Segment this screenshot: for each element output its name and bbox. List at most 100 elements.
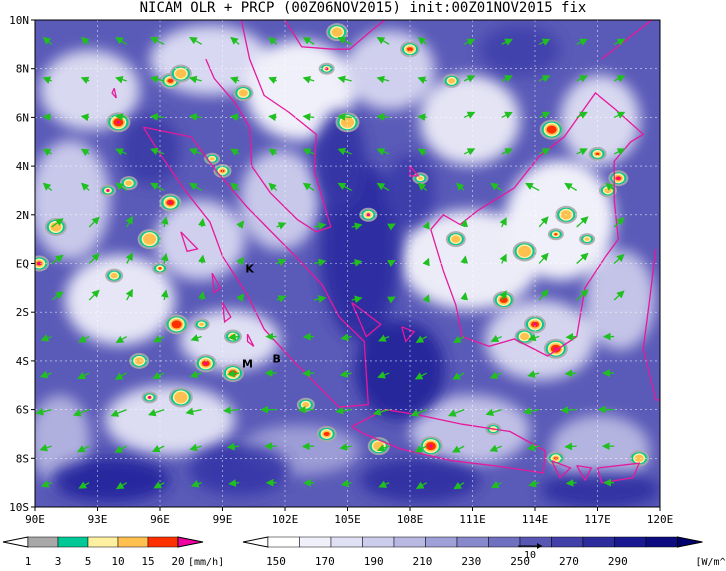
wind-arrow [526, 443, 540, 452]
y-tick-label: 2N [16, 209, 29, 222]
wind-arrow [376, 444, 390, 452]
wind-arrow [302, 182, 315, 191]
precip-cell [134, 357, 144, 365]
wind-arrow [188, 113, 202, 121]
precip-cell [110, 273, 118, 279]
wind-arrow [39, 370, 52, 379]
wind-arrow [340, 479, 352, 488]
wind-arrow [422, 257, 430, 267]
wind-arrow [185, 407, 202, 416]
wind-arrow [160, 216, 169, 228]
precip-colorbar-tick: 15 [141, 555, 154, 568]
precip-cell [174, 391, 188, 403]
y-tick-label: 2S [16, 306, 29, 319]
wind-arrow [522, 407, 540, 415]
wind-arrow [302, 75, 315, 84]
olr-colorbar-swatch [330, 536, 363, 548]
wind-arrow [88, 289, 100, 301]
wind-arrow [77, 372, 90, 380]
wind-arrow [80, 113, 90, 122]
wind-arrow [372, 408, 390, 416]
wind-arrow [576, 75, 588, 83]
wind-arrow [42, 36, 53, 45]
wind-arrow [410, 408, 427, 417]
olr-colorbar-swatch [645, 536, 678, 548]
wind-arrow [501, 38, 513, 46]
wind-arrow [115, 182, 128, 191]
wind-arrow [236, 293, 245, 302]
wind-arrow [149, 75, 165, 84]
wind-arrow [268, 36, 278, 45]
wind-arrow [76, 445, 90, 453]
wind-arrow [335, 406, 352, 415]
wind-arrow [40, 334, 52, 342]
precip-colorbar-swatch [147, 536, 179, 548]
y-tick-label: 4S [16, 355, 29, 368]
wind-arrow [453, 335, 465, 344]
wind-arrow [236, 220, 245, 229]
precip-cell [106, 188, 110, 192]
precip-colorbar-tick: 3 [55, 555, 62, 568]
station-markers: K M B [242, 262, 281, 370]
coastline-segment [284, 20, 386, 50]
wind-arrow [564, 442, 577, 451]
wind-arrow [538, 252, 549, 264]
wind-arrow [314, 258, 327, 267]
olr-colorbar-tick: 290 [608, 555, 628, 568]
coastline-segment [142, 126, 369, 408]
wind-arrow [538, 216, 549, 228]
olr-colorbar-tick: 170 [315, 555, 335, 568]
wind-arrow [376, 113, 390, 121]
wind-arrow [42, 148, 52, 156]
precip-cell [451, 235, 461, 243]
precip-cell [143, 233, 157, 245]
wind-arrow [460, 292, 469, 301]
wind-arrow [198, 291, 206, 301]
wind-arrow [190, 480, 202, 488]
wind-arrow [189, 370, 202, 379]
precip-cell [168, 201, 172, 205]
wind-arrow [125, 288, 133, 301]
wind-arrow [40, 480, 52, 488]
precip-cell [407, 47, 413, 52]
coastline-segment [430, 92, 645, 357]
wind-arrow [268, 148, 278, 157]
wind-arrow [576, 38, 588, 46]
wind-arrow [115, 113, 127, 121]
wind-arrow [114, 372, 127, 380]
wind-arrow [42, 76, 52, 84]
y-tick-label: 10S [9, 501, 29, 514]
wind-arrow [387, 296, 396, 304]
precip-colorbar-swatch [27, 536, 59, 548]
olr-colorbar-swatch [614, 536, 647, 548]
wind-arrow [499, 217, 507, 228]
wind-arrow [88, 216, 100, 228]
wind-arrow [337, 36, 352, 45]
marker-k: K [245, 262, 254, 275]
precip-cell [429, 444, 433, 448]
vector-reference: 10 [518, 543, 542, 561]
wind-arrow [422, 221, 430, 230]
wind-arrow [414, 445, 427, 453]
wind-arrow [80, 148, 90, 157]
wind-arrow [387, 223, 396, 231]
wind-arrow [613, 148, 626, 156]
wind-arrow [564, 369, 577, 378]
wind-arrow [576, 148, 588, 156]
coastline-segment [87, 0, 97, 1]
lat-lon-grid [35, 20, 660, 507]
olr-colorbar-swatch [425, 536, 458, 548]
precip-colorbar-swatch [57, 536, 89, 548]
precip-cell [37, 262, 41, 265]
precip-cell [302, 402, 310, 408]
wind-arrow [188, 75, 202, 84]
x-tick-label: 96E [150, 513, 170, 526]
precip-cell [417, 176, 423, 180]
wind-arrow [125, 252, 133, 264]
wind-arrow [226, 442, 240, 451]
wind-arrow [538, 148, 551, 156]
wind-arrow [151, 445, 165, 453]
wind-arrow [576, 252, 589, 264]
olr-colorbar-min-arrow [242, 536, 269, 548]
wind-arrow [376, 36, 390, 45]
